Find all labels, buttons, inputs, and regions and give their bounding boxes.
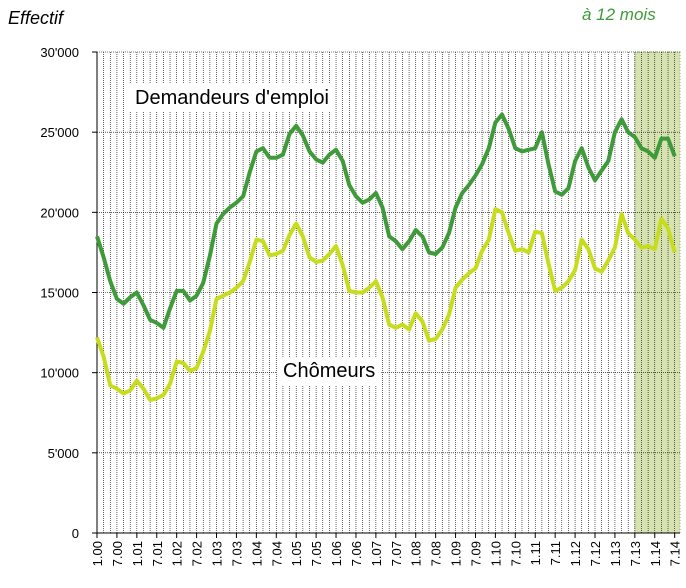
x-tick-label: 1.13 bbox=[608, 541, 623, 566]
series-line bbox=[95, 207, 677, 402]
annotation: à 12 mois bbox=[582, 5, 656, 24]
x-tick-label: 1.05 bbox=[289, 541, 304, 566]
x-tick-label: 7.05 bbox=[309, 541, 324, 566]
x-tick-label: 1.03 bbox=[210, 541, 225, 566]
x-tick-label: 1.07 bbox=[369, 541, 384, 566]
x-tick-label: 7.07 bbox=[389, 541, 404, 566]
y-tick-label: 10'000 bbox=[40, 366, 79, 381]
x-tick-label: 7.00 bbox=[110, 541, 125, 566]
label-box bbox=[129, 84, 335, 112]
x-tick-label: 1.01 bbox=[130, 541, 145, 566]
x-tick-label: 1.06 bbox=[329, 541, 344, 566]
series-line bbox=[95, 112, 677, 330]
x-tick-label: 1.00 bbox=[90, 541, 105, 566]
y-tick-label: 5'000 bbox=[48, 446, 79, 461]
x-tick-label: 7.02 bbox=[190, 541, 205, 566]
x-tick-label: 1.14 bbox=[648, 541, 663, 566]
x-tick-label: 7.06 bbox=[349, 541, 364, 566]
y-tick-label: 15'000 bbox=[40, 286, 79, 301]
x-tick-label: 7.08 bbox=[429, 541, 444, 566]
y-tick-label: 20'000 bbox=[40, 205, 79, 220]
x-tick-label: 1.02 bbox=[170, 541, 185, 566]
x-tick-label: 7.03 bbox=[229, 541, 244, 566]
x-tick-label: 7.04 bbox=[269, 541, 284, 566]
y-tick-label: 25'000 bbox=[40, 125, 79, 140]
label-box bbox=[277, 357, 382, 385]
x-tick-label: 1.11 bbox=[528, 541, 543, 565]
x-tick-label: 7.11 bbox=[548, 541, 563, 565]
x-tick-label: 1.12 bbox=[568, 541, 583, 566]
x-tick-label: 7.12 bbox=[588, 541, 603, 566]
y-tick-label: 30'000 bbox=[40, 45, 79, 60]
x-tick-label: 7.10 bbox=[508, 541, 523, 566]
x-tick-label: 7.14 bbox=[668, 541, 683, 566]
x-tick-label: 7.13 bbox=[628, 541, 643, 566]
x-tick-label: 1.08 bbox=[409, 541, 424, 566]
x-tick-label: 1.09 bbox=[449, 541, 464, 566]
x-tick-label: 1.10 bbox=[488, 541, 503, 566]
x-tick-label: 7.09 bbox=[468, 541, 483, 566]
x-tick-label: 1.04 bbox=[249, 541, 264, 566]
series-label: Chômeurs bbox=[283, 360, 375, 382]
x-tick-label: 7.01 bbox=[150, 541, 165, 566]
y-tick-label: 0 bbox=[72, 526, 79, 541]
y-axis-label: Effectif bbox=[8, 8, 65, 28]
series-label: Demandeurs d'emploi bbox=[135, 87, 329, 109]
